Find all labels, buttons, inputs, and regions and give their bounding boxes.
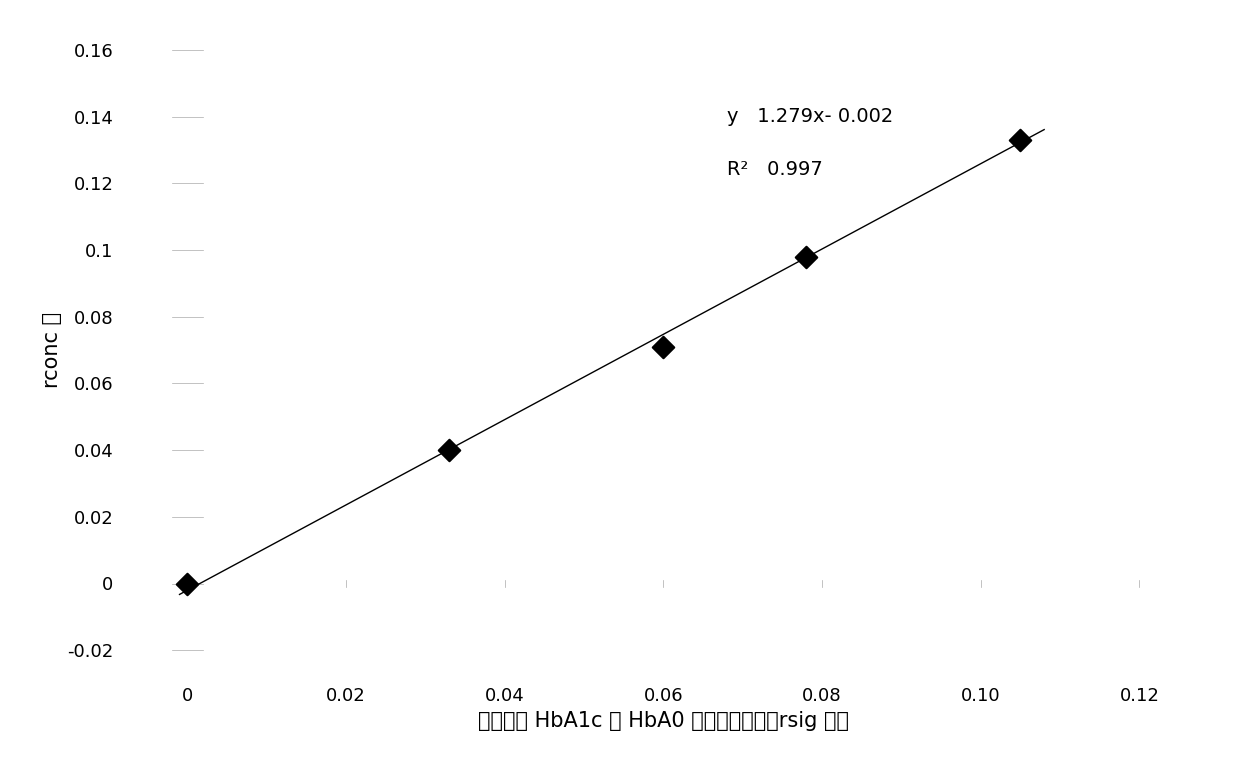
Point: [439, 444, 459, 457]
Y-axis label: rconc 値: rconc 値: [42, 312, 62, 388]
Point: [439, 444, 459, 457]
Point: [653, 341, 673, 353]
Point: [1011, 134, 1030, 146]
X-axis label: 质谱图中 HbA1c 与 HbA0 的峰面积比値（rsig 値）: 质谱图中 HbA1c 与 HbA0 的峰面积比値（rsig 値）: [477, 711, 849, 731]
Point: [653, 341, 673, 353]
Text: R²   0.997: R² 0.997: [727, 160, 822, 179]
Point: [1011, 134, 1030, 146]
Point: [796, 251, 816, 263]
Point: [796, 251, 816, 263]
Point: [653, 341, 673, 353]
Text: y   1.279x- 0.002: y 1.279x- 0.002: [727, 107, 893, 126]
Point: [177, 577, 197, 590]
Point: [439, 444, 459, 457]
Point: [177, 577, 197, 590]
Point: [796, 251, 816, 263]
Point: [1011, 134, 1030, 146]
Point: [177, 577, 197, 590]
